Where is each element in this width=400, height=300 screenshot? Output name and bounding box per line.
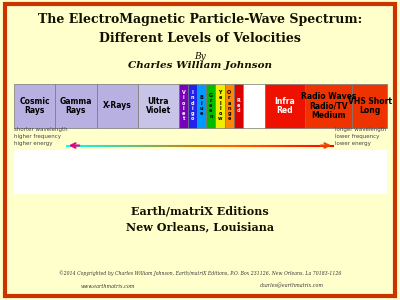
- Text: Cosmic
Rays: Cosmic Rays: [19, 97, 50, 115]
- Text: X-Rays: X-Rays: [103, 101, 132, 110]
- Text: Different Levels of Velocities: Different Levels of Velocities: [99, 32, 301, 44]
- Text: G
r
e
e
n: G r e e n: [209, 93, 213, 119]
- Text: B
l
u
e: B l u e: [200, 95, 204, 116]
- Text: By: By: [194, 52, 206, 61]
- Text: New Orleans, Louisiana: New Orleans, Louisiana: [126, 221, 274, 233]
- Text: www.earthmatrix.com: www.earthmatrix.com: [81, 284, 135, 289]
- Text: O
r
a
n
g
e: O r a n g e: [227, 90, 231, 121]
- Text: Ultra
Violet: Ultra Violet: [146, 97, 171, 115]
- Text: Y
e
l
l
o
w: Y e l l o w: [218, 90, 222, 121]
- Text: R
e
d: R e d: [236, 98, 240, 113]
- Text: charles@earthmatrix.com: charles@earthmatrix.com: [260, 284, 324, 289]
- Text: shorter wavelength
higher frequency
higher energy: shorter wavelength higher frequency high…: [14, 128, 68, 146]
- Text: V
i
o
l
e
t: V i o l e t: [182, 90, 186, 121]
- Text: longer wavelength
lower frequency
lower energy: longer wavelength lower frequency lower …: [335, 128, 386, 146]
- Text: Infra
Red: Infra Red: [275, 97, 295, 115]
- Text: I
n
d
i
g
o: I n d i g o: [191, 90, 194, 121]
- Text: VHS Short
Long: VHS Short Long: [348, 97, 392, 115]
- Text: Charles William Johnson: Charles William Johnson: [128, 61, 272, 70]
- Text: ©2014 Copyrighted by Charles William Johnson, Earth/matriX Editions, P.O. Box 23: ©2014 Copyrighted by Charles William Joh…: [59, 270, 341, 276]
- Text: Gamma
Rays: Gamma Rays: [60, 97, 92, 115]
- Text: Earth/matriX Editions: Earth/matriX Editions: [131, 206, 269, 217]
- Text: Radio Waves
Radio/TV
Medium: Radio Waves Radio/TV Medium: [301, 92, 356, 120]
- Text: The ElectroMagnetic Particle-Wave Spectrum:: The ElectroMagnetic Particle-Wave Spectr…: [38, 14, 362, 26]
